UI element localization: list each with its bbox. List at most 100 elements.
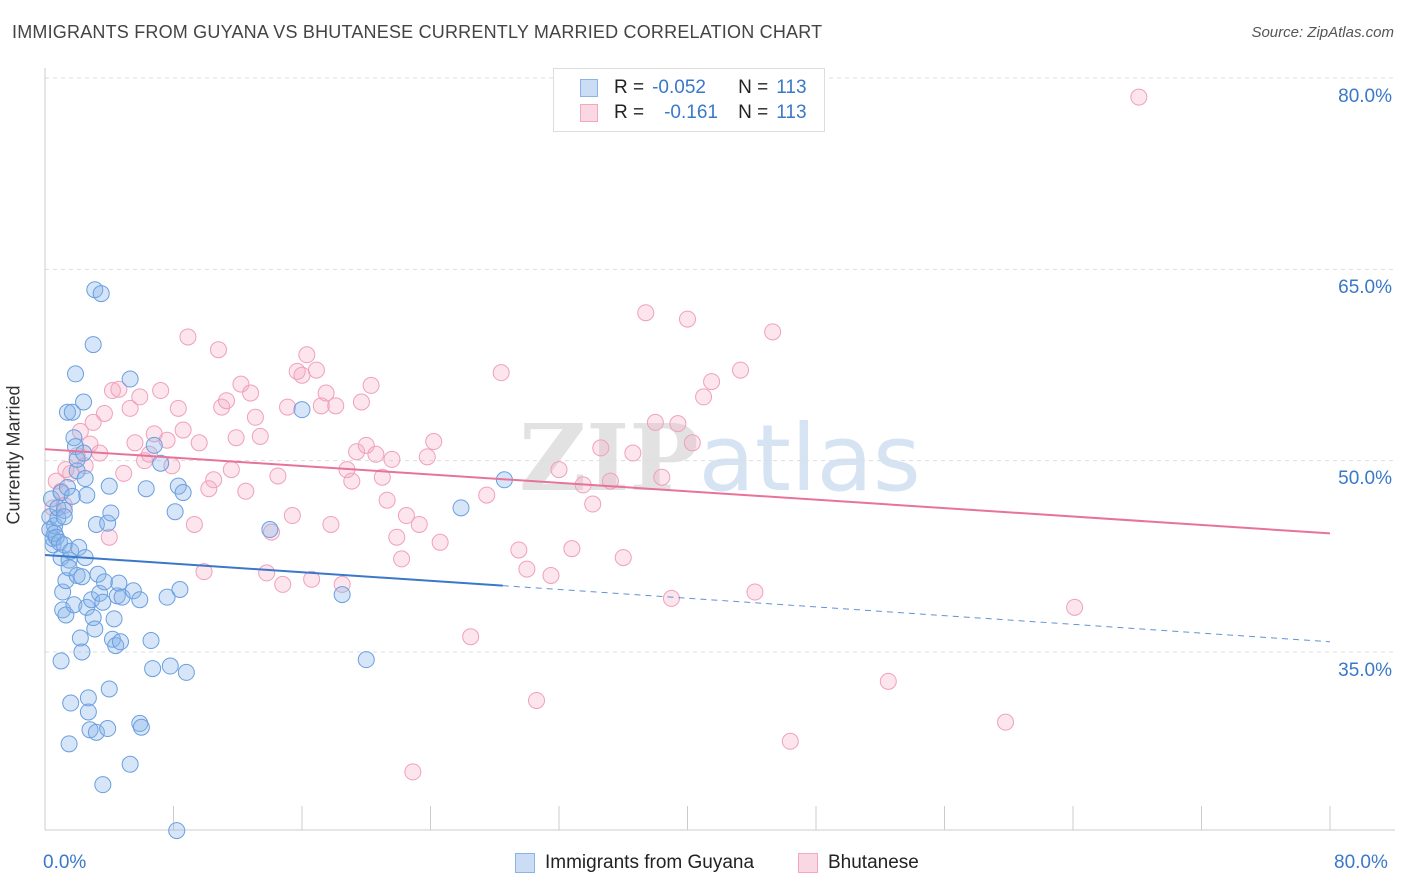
point-guyana xyxy=(79,703,97,721)
legend-r-value: -0.161 xyxy=(664,102,718,123)
point-guyana xyxy=(73,643,91,661)
point-bhutanese xyxy=(158,431,176,449)
point-bhutanese xyxy=(528,691,546,709)
series-legend-guyana: Immigrants from Guyana xyxy=(515,852,754,874)
point-guyana xyxy=(73,568,91,586)
point-guyana xyxy=(95,573,113,591)
point-bhutanese xyxy=(71,422,89,440)
point-guyana xyxy=(75,393,93,411)
point-guyana xyxy=(55,536,73,554)
point-bhutanese xyxy=(669,415,687,433)
point-bhutanese xyxy=(404,763,422,781)
point-bhutanese xyxy=(307,361,325,379)
point-guyana xyxy=(293,401,311,419)
point-bhutanese xyxy=(246,408,264,426)
legend-r-label: R = xyxy=(614,102,645,123)
legend-n-label: N = xyxy=(738,77,769,98)
legend-swatch-bhutanese xyxy=(580,104,598,122)
point-guyana xyxy=(333,586,351,604)
point-bhutanese xyxy=(1066,598,1084,616)
point-bhutanese xyxy=(298,346,316,364)
point-bhutanese xyxy=(333,575,351,593)
point-guyana xyxy=(158,588,176,606)
point-guyana xyxy=(100,477,118,495)
x-tick-min: 0.0% xyxy=(43,852,87,873)
point-bhutanese xyxy=(343,472,361,490)
point-bhutanese xyxy=(397,507,415,525)
correlation-legend: R = -0.052 N = 113 R = -0.161 N = 113 xyxy=(553,68,825,132)
point-guyana xyxy=(121,755,139,773)
point-guyana xyxy=(50,533,68,551)
point-bhutanese xyxy=(478,486,496,504)
point-bhutanese xyxy=(237,482,255,500)
x-tick-max: 80.0% xyxy=(1334,852,1388,873)
point-bhutanese xyxy=(592,439,610,457)
point-bhutanese xyxy=(383,450,401,468)
point-guyana xyxy=(63,487,81,505)
point-bhutanese xyxy=(279,398,297,416)
point-guyana xyxy=(76,470,94,488)
point-bhutanese xyxy=(227,429,245,447)
point-guyana xyxy=(121,370,139,388)
point-bhutanese xyxy=(348,443,366,461)
y-axis-label: Currently Married xyxy=(3,385,24,525)
point-bhutanese xyxy=(121,399,139,417)
point-bhutanese xyxy=(662,589,680,607)
point-bhutanese xyxy=(303,570,321,588)
point-guyana xyxy=(452,499,470,517)
watermark-zip: ZIP xyxy=(519,404,698,512)
point-bhutanese xyxy=(352,393,370,411)
chart-title: IMMIGRANTS FROM GUYANA VS BHUTANESE CURR… xyxy=(12,22,823,42)
point-bhutanese xyxy=(393,550,411,568)
point-bhutanese xyxy=(179,328,197,346)
point-guyana xyxy=(65,429,83,447)
point-bhutanese xyxy=(388,528,406,546)
series-legend: Immigrants from Guyana Bhutanese xyxy=(0,852,1406,878)
y-tick-65: 65.0% xyxy=(1338,277,1392,298)
point-bhutanese xyxy=(653,468,671,486)
point-bhutanese xyxy=(637,304,655,322)
trendline-guyana-extrapolated xyxy=(502,585,1331,643)
point-guyana xyxy=(65,596,83,614)
point-guyana xyxy=(79,689,97,707)
point-guyana xyxy=(261,521,279,539)
point-guyana xyxy=(105,610,123,628)
point-bhutanese xyxy=(624,444,642,462)
point-bhutanese xyxy=(550,461,568,479)
point-bhutanese xyxy=(510,541,528,559)
point-guyana xyxy=(102,504,120,522)
point-bhutanese xyxy=(262,523,280,541)
point-bhutanese xyxy=(152,382,170,400)
point-bhutanese xyxy=(322,515,340,533)
point-guyana xyxy=(57,572,75,590)
source-label: Source: ZipAtlas.com xyxy=(1251,24,1394,41)
legend-swatch-guyana xyxy=(580,79,598,97)
point-bhutanese xyxy=(362,376,380,394)
series-label-bhutanese: Bhutanese xyxy=(828,852,919,873)
point-guyana xyxy=(124,582,142,600)
point-guyana xyxy=(132,718,150,736)
point-bhutanese xyxy=(174,421,192,439)
point-bhutanese xyxy=(732,361,750,379)
point-bhutanese xyxy=(209,341,227,359)
trendline-bhutanese xyxy=(44,448,1331,535)
watermark-atlas: atlas xyxy=(699,405,921,512)
point-guyana xyxy=(168,822,186,840)
legend-n-value: 113 xyxy=(776,102,807,123)
point-guyana xyxy=(110,574,128,592)
point-bhutanese xyxy=(997,713,1015,731)
point-bhutanese xyxy=(44,499,62,517)
legend-r-label: R = xyxy=(614,77,645,98)
point-bhutanese xyxy=(373,468,391,486)
point-guyana xyxy=(166,503,184,521)
watermark: ZIPatlas xyxy=(519,404,921,512)
point-bhutanese xyxy=(140,445,158,463)
point-guyana xyxy=(152,454,170,472)
point-bhutanese xyxy=(84,413,102,431)
point-bhutanese xyxy=(317,384,335,402)
legend-row-guyana: R = -0.052 N = 113 xyxy=(580,76,807,100)
point-bhutanese xyxy=(190,434,208,452)
legend-r-value: -0.052 xyxy=(652,77,706,98)
point-guyana xyxy=(55,501,73,519)
